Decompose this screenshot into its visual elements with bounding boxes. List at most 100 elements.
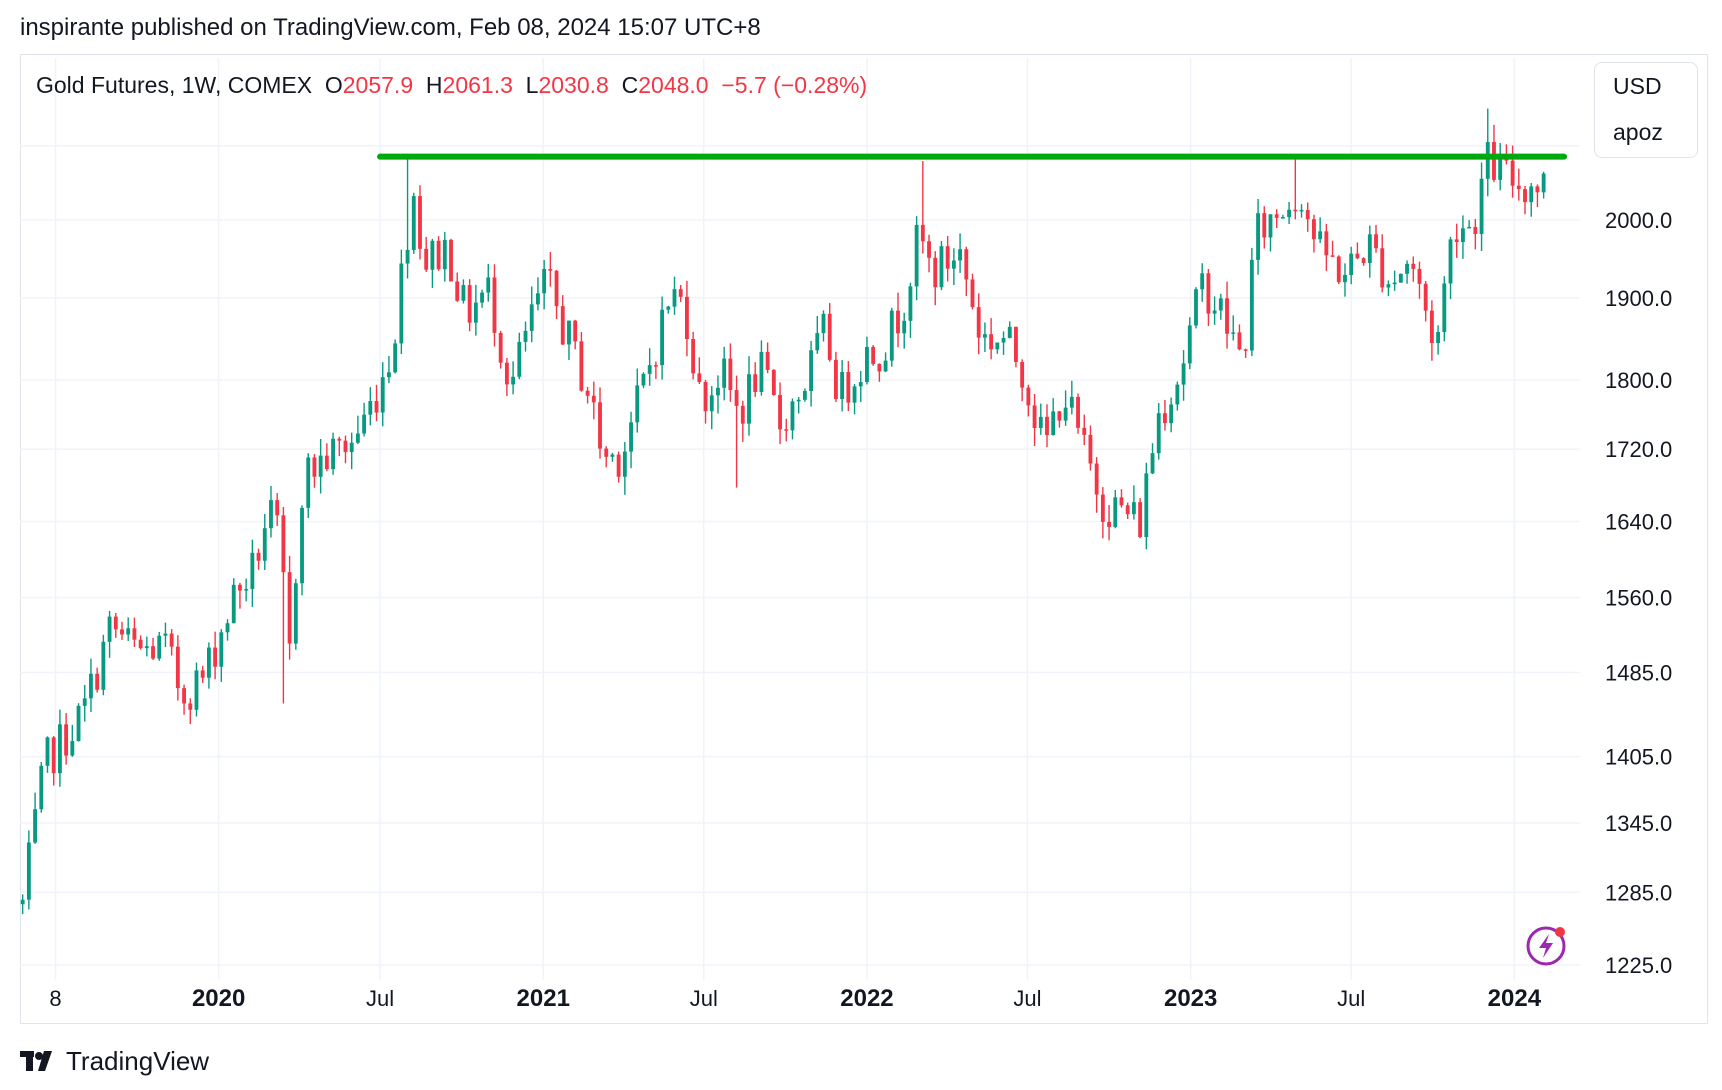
candle — [473, 284, 478, 336]
candle — [20, 894, 25, 915]
candle-body — [126, 628, 131, 635]
candle-body — [1268, 214, 1273, 238]
candle-body — [778, 394, 782, 430]
price-tick-label: 1640.0 — [1605, 510, 1672, 535]
candle — [281, 506, 286, 704]
open-label: O — [324, 72, 343, 98]
candle — [449, 238, 453, 282]
candle-body — [1287, 209, 1292, 218]
candle-body — [151, 646, 155, 659]
candle — [244, 578, 249, 602]
candle-body — [1492, 142, 1496, 180]
candle — [455, 272, 460, 302]
candle-body — [753, 374, 758, 392]
candle — [877, 363, 882, 382]
candle — [1417, 261, 1422, 299]
candle-body — [399, 263, 404, 344]
candle-body — [1454, 239, 1459, 243]
candle — [300, 505, 304, 596]
candle — [939, 240, 944, 291]
candle — [45, 736, 50, 773]
candle — [958, 233, 963, 273]
time-tick-label: Jul — [366, 986, 394, 1011]
candle — [1007, 321, 1012, 339]
tradingview-logo[interactable]: TradingView — [20, 1046, 209, 1077]
candle — [790, 398, 795, 440]
candle-body — [194, 670, 199, 710]
candle — [1274, 209, 1279, 228]
price-tick-label: 1485.0 — [1605, 660, 1672, 685]
candle-body — [1367, 234, 1372, 264]
candle — [318, 438, 323, 494]
candle-body — [1218, 298, 1223, 311]
candle-body — [225, 623, 230, 633]
candle-body — [1274, 214, 1279, 218]
candle-body — [1324, 231, 1329, 256]
candle-body — [902, 320, 907, 334]
candle-body — [660, 309, 665, 366]
candle-body — [1181, 363, 1186, 385]
candle-body — [734, 390, 739, 406]
candle — [1020, 359, 1025, 402]
candle-body — [833, 359, 838, 400]
candle-body — [380, 377, 385, 413]
candle — [846, 361, 851, 412]
candle — [1088, 425, 1093, 471]
candle — [387, 355, 391, 384]
candle — [1268, 214, 1273, 252]
ohlc-legend: Gold Futures, 1W, COMEX O2057.9 H2061.3 … — [36, 72, 867, 99]
candle — [82, 684, 87, 722]
candle-body — [784, 429, 789, 431]
candle — [461, 279, 466, 304]
candle-body — [1516, 185, 1521, 190]
candle-body — [1076, 396, 1080, 428]
tradingview-logo-icon — [20, 1050, 52, 1071]
close-label: C — [621, 72, 639, 98]
candle-body — [1206, 273, 1211, 314]
candle — [616, 451, 621, 483]
candle-body — [219, 632, 224, 667]
candle — [1318, 217, 1323, 244]
candle — [821, 310, 826, 342]
currency-unit-selector[interactable]: USD apoz — [1594, 62, 1698, 158]
candle-body — [1467, 226, 1472, 229]
candle-body — [498, 332, 503, 363]
candle — [1436, 325, 1441, 355]
candle — [1423, 281, 1428, 322]
candle — [182, 684, 186, 715]
candle-body — [262, 528, 267, 561]
candle — [827, 303, 832, 362]
candle — [1349, 246, 1354, 285]
candle — [964, 246, 969, 297]
candle — [684, 280, 689, 357]
candle-body — [70, 741, 75, 756]
lightning-alert-icon[interactable] — [1524, 920, 1572, 968]
candle-body — [542, 269, 547, 294]
candle-body — [697, 373, 702, 382]
candle-body — [1318, 231, 1323, 240]
candle-body — [486, 277, 491, 293]
candle — [504, 358, 509, 397]
candle — [467, 279, 472, 332]
candle — [57, 709, 62, 787]
candle — [976, 293, 981, 355]
time-tick-label: Jul — [690, 986, 718, 1011]
price-tick-label: 1900.0 — [1605, 286, 1672, 311]
candle — [1100, 487, 1105, 539]
candle-body — [945, 246, 950, 269]
candle-body — [1131, 502, 1136, 515]
candle — [238, 582, 242, 609]
candle-body — [1256, 213, 1260, 260]
candle — [517, 332, 522, 380]
candle-body — [951, 260, 956, 269]
candle — [1187, 317, 1192, 370]
candle — [107, 610, 112, 658]
candle-body — [231, 584, 236, 624]
candle — [163, 622, 168, 648]
candle-body — [1163, 413, 1167, 424]
candle-body — [424, 248, 429, 270]
candle-body — [1069, 396, 1074, 408]
candle — [312, 454, 317, 488]
candle-body — [759, 351, 764, 392]
